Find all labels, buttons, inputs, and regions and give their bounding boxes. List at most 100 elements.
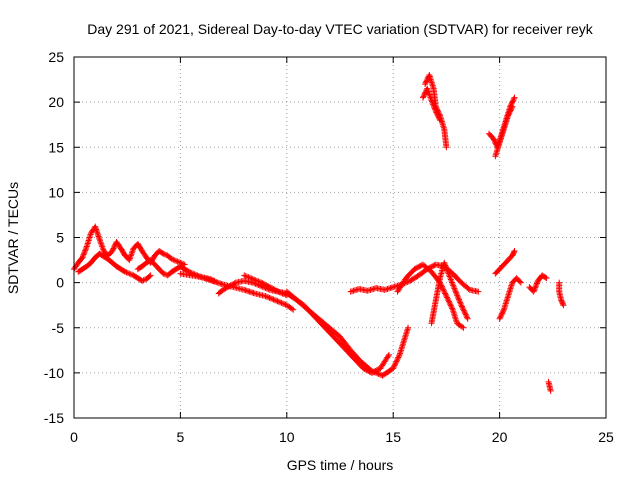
data-point-marker (510, 249, 517, 256)
data-point-marker (532, 284, 539, 291)
data-point-marker (431, 105, 438, 112)
data-point-marker (455, 296, 462, 303)
data-point-marker (506, 108, 513, 115)
data-point-marker (385, 353, 392, 360)
data-point-marker (506, 110, 513, 117)
data-point-marker (533, 280, 540, 287)
data-point-marker (124, 269, 131, 276)
data-point-marker (436, 115, 443, 122)
data-point-marker (447, 275, 454, 282)
data-point-marker (442, 263, 449, 270)
track-group (496, 275, 524, 322)
data-point-marker (444, 294, 451, 301)
data-point-marker (395, 353, 402, 360)
data-point-marker (459, 304, 466, 311)
data-point-marker (394, 357, 401, 364)
data-point-marker (122, 268, 129, 275)
data-point-marker (509, 98, 516, 105)
data-point-marker (451, 285, 458, 292)
data-point-marker (273, 297, 280, 304)
data-point-marker (429, 100, 436, 107)
data-point-marker (429, 98, 436, 105)
data-point-marker (161, 251, 168, 258)
data-point-marker (510, 97, 517, 104)
data-point-marker (393, 358, 400, 365)
data-point-marker (430, 101, 437, 108)
data-point-marker (127, 252, 134, 259)
data-point-marker (252, 277, 259, 284)
data-point-marker (447, 302, 454, 309)
data-point-marker (444, 269, 451, 276)
track-group (394, 261, 467, 331)
data-point-marker (241, 272, 248, 279)
data-point-marker (437, 117, 444, 124)
data-point-marker (428, 97, 435, 104)
data-point-marker (242, 273, 249, 280)
data-point-marker (219, 286, 226, 293)
data-point-marker (461, 308, 468, 315)
data-point-marker (496, 315, 503, 322)
data-point-marker (511, 94, 518, 101)
data-point-marker (394, 355, 401, 362)
data-point-marker (227, 282, 234, 289)
y-tick-label: 10 (48, 184, 64, 200)
track-group (492, 248, 518, 277)
data-point-marker (457, 299, 464, 306)
data-point-marker (490, 136, 497, 143)
y-tick-label: 15 (48, 139, 64, 155)
data-point-marker (464, 315, 471, 322)
data-point-marker (419, 94, 426, 101)
track-group (347, 261, 482, 295)
data-point-marker (434, 112, 441, 119)
data-point-marker (531, 287, 538, 294)
data-point-marker (445, 270, 452, 277)
data-point-marker (170, 256, 177, 263)
data-point-marker (368, 368, 375, 375)
x-axis-label: GPS time / hours (287, 457, 394, 473)
y-tick-label: 25 (48, 49, 64, 65)
data-point-marker (230, 281, 237, 288)
chart-title: Day 291 of 2021, Sidereal Day-to-day VTE… (87, 21, 593, 37)
data-point-marker (530, 288, 537, 295)
data-point-marker (446, 299, 453, 306)
data-points (71, 72, 567, 394)
data-point-marker (374, 370, 381, 377)
data-point-marker (447, 276, 454, 283)
data-point-marker (516, 278, 523, 285)
data-point-marker (445, 297, 452, 304)
data-point-marker (160, 270, 167, 277)
data-point-marker (392, 361, 399, 368)
data-point-marker (99, 245, 106, 252)
data-point-marker (225, 283, 232, 290)
data-point-marker (423, 77, 430, 84)
track-group (526, 272, 550, 295)
data-point-marker (449, 280, 456, 287)
data-point-marker (97, 237, 104, 244)
track-group (71, 223, 188, 273)
data-point-marker (251, 276, 258, 283)
data-point-marker (507, 107, 514, 114)
data-point-marker (451, 286, 458, 293)
grid-layer (74, 57, 606, 418)
track-group (283, 288, 412, 379)
data-point-marker (456, 298, 463, 305)
data-point-marker (517, 279, 524, 286)
data-point-marker (279, 300, 286, 307)
data-point-marker (96, 236, 103, 243)
data-point-marker (255, 278, 262, 285)
data-point-marker (140, 277, 147, 284)
data-point-marker (442, 262, 449, 269)
data-point-marker (509, 103, 516, 110)
data-point-marker (278, 299, 285, 306)
data-point-marker (433, 110, 440, 117)
data-point-marker (82, 247, 89, 254)
data-point-marker (262, 293, 269, 300)
data-point-marker (441, 261, 448, 268)
data-point-marker (442, 291, 449, 298)
data-point-marker (128, 251, 135, 258)
data-point-marker (270, 296, 277, 303)
data-point-marker (128, 249, 135, 256)
data-point-marker (444, 295, 451, 302)
x-tick-label: 15 (385, 429, 401, 445)
data-point-marker (505, 112, 512, 119)
